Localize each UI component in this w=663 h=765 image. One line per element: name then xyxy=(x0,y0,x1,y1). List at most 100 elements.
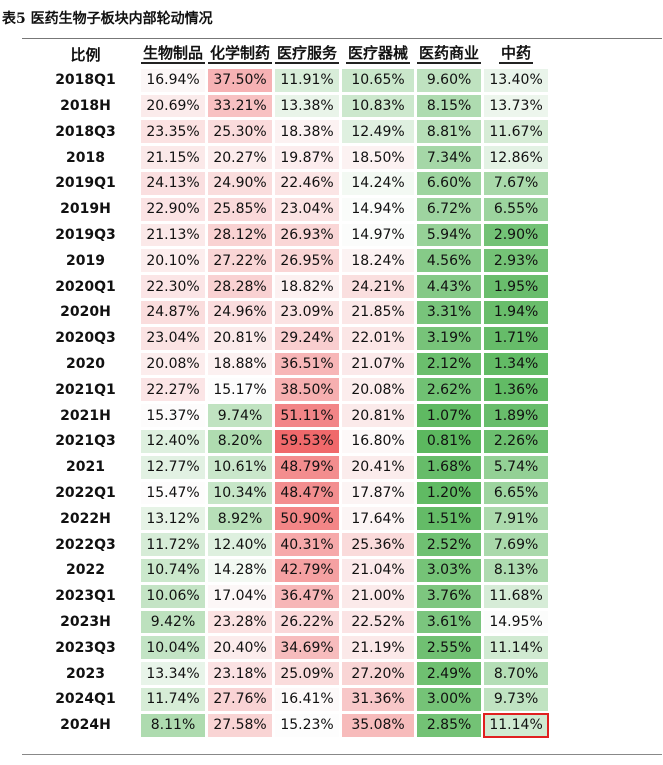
table-cell: 36.51% xyxy=(275,352,340,376)
row-label: 2018H xyxy=(60,97,111,114)
table-row: 2021Q1 22.27% 15.17% 38.50% 20.08% 2.62% 1.36% xyxy=(33,378,549,402)
table-cell: 15.17% xyxy=(208,378,273,402)
row-label: 2018 xyxy=(66,149,105,166)
table-cell: 25.30% xyxy=(208,120,273,144)
table-cell: 15.23% xyxy=(275,713,340,737)
table-cell: 17.64% xyxy=(342,507,415,531)
table-row: 2018H 20.69% 33.21% 13.38% 10.83% 8.15% 13.73% xyxy=(33,94,549,118)
table-cell: 2.93% xyxy=(484,249,549,273)
table-cell: 14.95% xyxy=(484,610,549,634)
table-cell: 13.12% xyxy=(141,507,206,531)
header-row: 比例 生物制品 化学制药 医疗服务 医疗器械 医药商业 中药 xyxy=(33,43,548,66)
table-cell: 1.34% xyxy=(484,352,549,376)
table-cell: 13.34% xyxy=(141,662,206,685)
table-cell: 33.21% xyxy=(208,94,273,118)
table-cell: 2.90% xyxy=(484,223,549,247)
row-label: 2020H xyxy=(60,304,111,321)
table-cell: 21.07% xyxy=(342,352,415,376)
table-cell: 37.50% xyxy=(208,68,273,92)
table-cell: 27.76% xyxy=(208,687,273,711)
table-cell: 29.24% xyxy=(275,326,340,350)
table-cell: 24.96% xyxy=(208,300,273,324)
row-label: 2018Q1 xyxy=(55,72,116,89)
table-cell: 22.52% xyxy=(342,610,415,634)
table-cell: 20.10% xyxy=(141,249,206,273)
table-cell: 21.15% xyxy=(141,146,206,169)
table-cell: 10.61% xyxy=(208,455,273,479)
table-cell: 10.04% xyxy=(141,636,206,660)
table-cell: 0.81% xyxy=(417,429,482,453)
column-header: 医疗服务 xyxy=(275,44,340,65)
table-cell: 6.55% xyxy=(484,197,549,221)
table-row: 2018 21.15% 20.27% 19.87% 18.50% 7.34% 12.86% xyxy=(33,146,549,169)
table-cell: 8.81% xyxy=(417,120,482,144)
top-rule xyxy=(22,38,662,39)
table-cell: 8.15% xyxy=(417,94,482,118)
table-cell: 27.58% xyxy=(208,713,273,737)
table-cell: 16.94% xyxy=(141,68,206,92)
table-cell: 20.69% xyxy=(141,94,206,118)
row-label: 2024Q1 xyxy=(55,691,116,708)
table-cell: 24.21% xyxy=(342,275,415,298)
table-cell: 2.62% xyxy=(417,378,482,402)
table-cell: 13.40% xyxy=(484,68,549,92)
table-cell: 20.40% xyxy=(208,636,273,660)
table-cell: 21.85% xyxy=(342,300,415,324)
row-label: 2021Q3 xyxy=(55,433,116,450)
table-row: 2018Q1 16.94% 37.50% 11.91% 10.65% 9.60% 13.40… xyxy=(33,68,549,92)
table-cell: 21.19% xyxy=(342,636,415,660)
row-label: 2019 xyxy=(66,252,105,269)
table-cell: 12.77% xyxy=(141,455,206,479)
table-cell: 13.73% xyxy=(484,94,549,118)
table-cell: 9.74% xyxy=(208,404,273,427)
table-cell: 22.30% xyxy=(141,275,206,298)
table-cell: 1.68% xyxy=(417,455,482,479)
table-cell: 20.08% xyxy=(342,378,415,402)
row-label: 2020Q1 xyxy=(55,278,116,295)
table-cell: 10.83% xyxy=(342,94,415,118)
table-cell: 7.34% xyxy=(417,146,482,169)
table-cell: 40.31% xyxy=(275,533,340,556)
table-row: 2022 10.74% 14.28% 42.79% 21.04% 3.03% 8.13% xyxy=(33,558,549,582)
table-row: 2020 20.08% 18.88% 36.51% 21.07% 2.12% 1.34% xyxy=(33,352,549,376)
table-cell: 26.95% xyxy=(275,249,340,273)
table-cell: 14.24% xyxy=(342,171,415,195)
table-row: 2019Q3 21.13% 28.12% 26.93% 14.97% 5.94% 2.90% xyxy=(33,223,549,247)
table-row: 2022Q3 11.72% 12.40% 40.31% 25.36% 2.52% 7.69% xyxy=(33,533,549,556)
table-cell: 4.43% xyxy=(417,275,482,298)
table-cell: 23.18% xyxy=(208,662,273,685)
row-label: 2021H xyxy=(60,407,111,424)
table-cell: 20.08% xyxy=(141,352,206,376)
bottom-rule xyxy=(22,754,662,755)
table-cell: 18.38% xyxy=(275,120,340,144)
table-cell: 59.53% xyxy=(275,429,340,453)
table-row: 2020Q3 23.04% 20.81% 29.24% 22.01% 3.19% 1.71% xyxy=(33,326,549,350)
table-cell: 18.82% xyxy=(275,275,340,298)
table-cell: 3.61% xyxy=(417,610,482,634)
table-cell: 9.60% xyxy=(417,68,482,92)
row-label: 2020Q3 xyxy=(55,330,116,347)
table-cell: 3.76% xyxy=(417,584,482,608)
table-cell: 18.88% xyxy=(208,352,273,376)
column-header: 中药 xyxy=(499,44,534,65)
table-cell: 2.12% xyxy=(417,352,482,376)
table-cell: 25.85% xyxy=(208,197,273,221)
table-cell: 1.89% xyxy=(484,404,549,427)
table-cell: 23.09% xyxy=(275,300,340,324)
table-cell: 8.13% xyxy=(484,558,549,582)
table-row: 2021 12.77% 10.61% 48.79% 20.41% 1.68% 5.74% xyxy=(33,455,549,479)
row-label: 2019H xyxy=(60,201,111,218)
table-cell: 6.72% xyxy=(417,197,482,221)
row-label: 2019Q3 xyxy=(55,226,116,243)
table-cell: 50.90% xyxy=(275,507,340,531)
table-cell: 18.50% xyxy=(342,146,415,169)
table-cell: 28.12% xyxy=(208,223,273,247)
table-cell: 20.27% xyxy=(208,146,273,169)
table-row: 2019Q1 24.13% 24.90% 22.46% 14.24% 6.60% 7.67% xyxy=(33,171,549,195)
table-cell: 22.01% xyxy=(342,326,415,350)
table-row: 2023Q3 10.04% 20.40% 34.69% 21.19% 2.55% 11.14… xyxy=(33,636,549,660)
table-cell: 20.81% xyxy=(342,404,415,427)
table-cell: 9.42% xyxy=(141,610,206,634)
table-cell: 12.49% xyxy=(342,120,415,144)
row-label: 2022Q1 xyxy=(55,484,116,501)
